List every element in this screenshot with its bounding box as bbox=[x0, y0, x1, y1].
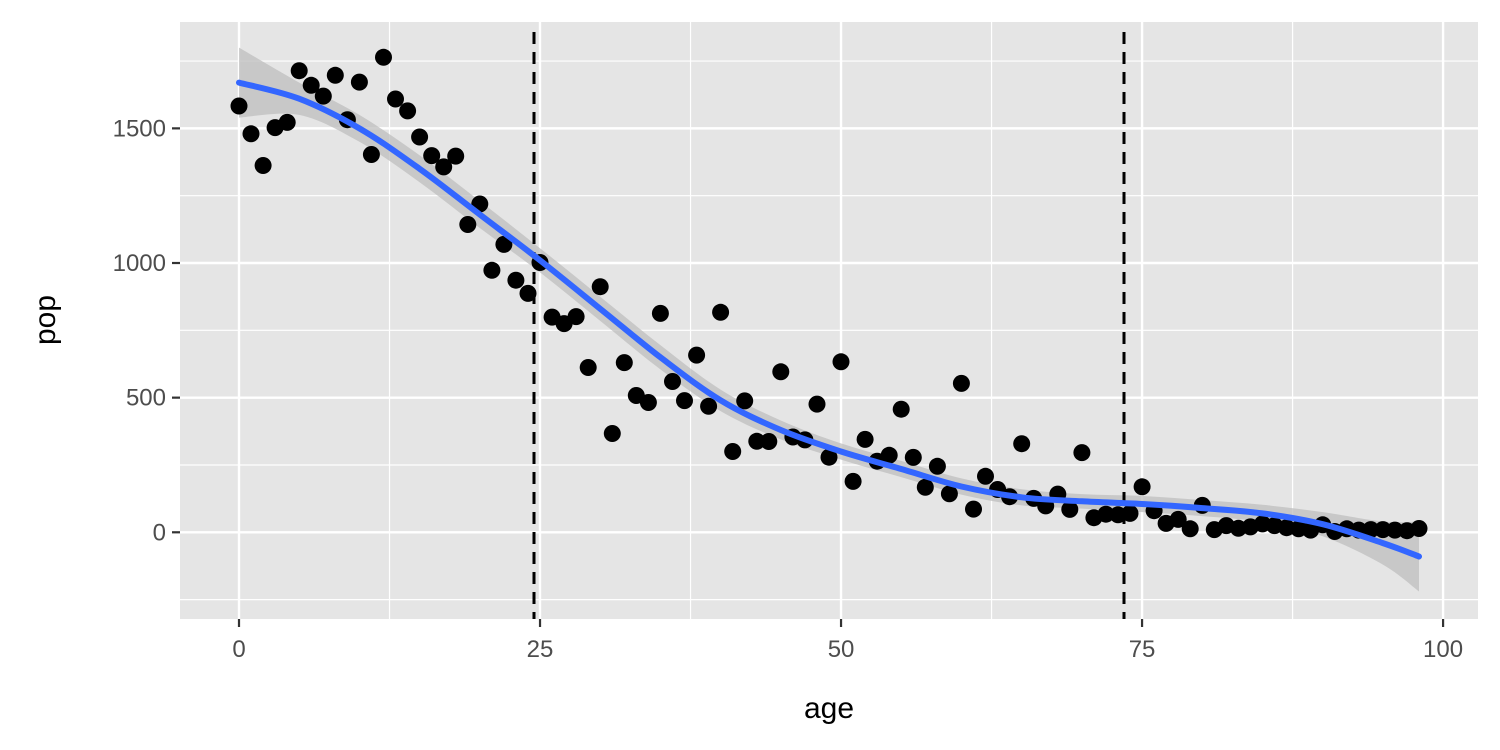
data-point bbox=[688, 346, 706, 364]
y-tick-label: 500 bbox=[126, 385, 166, 412]
data-point bbox=[1061, 500, 1079, 518]
data-point bbox=[651, 304, 669, 322]
data-point bbox=[856, 430, 874, 448]
data-point bbox=[242, 125, 260, 143]
data-point bbox=[724, 443, 742, 460]
data-point bbox=[736, 392, 754, 410]
smooth-fit-line bbox=[236, 79, 1422, 560]
data-point bbox=[880, 446, 898, 464]
data-point bbox=[254, 157, 272, 174]
data-point bbox=[579, 359, 597, 376]
y-tick-label: 1500 bbox=[113, 115, 166, 142]
data-point bbox=[772, 363, 790, 381]
x-tick-label: 25 bbox=[527, 636, 554, 663]
data-point bbox=[411, 128, 429, 146]
data-point bbox=[748, 432, 766, 450]
smooth-line-layer bbox=[236, 79, 1422, 560]
x-axis-title: age bbox=[804, 692, 854, 725]
data-point bbox=[1374, 521, 1392, 539]
data-point bbox=[483, 261, 501, 279]
data-point bbox=[952, 374, 970, 392]
data-point bbox=[362, 146, 380, 163]
data-point bbox=[1181, 520, 1199, 538]
data-point bbox=[387, 90, 404, 108]
data-point bbox=[615, 354, 633, 372]
data-point bbox=[591, 278, 609, 296]
data-point bbox=[639, 394, 657, 411]
data-point bbox=[1013, 435, 1031, 453]
data-point bbox=[567, 308, 585, 326]
data-point bbox=[435, 158, 453, 176]
data-point bbox=[892, 400, 910, 418]
data-point bbox=[230, 97, 248, 115]
data-point bbox=[965, 500, 982, 518]
data-point bbox=[676, 392, 693, 410]
data-point bbox=[1097, 505, 1115, 523]
y-tick-label: 0 bbox=[153, 519, 166, 546]
data-point bbox=[844, 472, 862, 490]
data-point bbox=[603, 425, 621, 442]
data-point bbox=[1169, 510, 1187, 528]
data-point bbox=[326, 66, 344, 84]
data-point bbox=[399, 102, 417, 120]
data-point bbox=[664, 373, 681, 390]
data-point bbox=[977, 467, 994, 485]
axis-ticks bbox=[172, 127, 1445, 627]
data-point bbox=[808, 395, 826, 413]
x-tick-label: 75 bbox=[1129, 636, 1156, 663]
data-point bbox=[459, 216, 477, 233]
data-point bbox=[700, 397, 718, 415]
data-point bbox=[350, 73, 368, 91]
data-point bbox=[712, 303, 730, 321]
data-point bbox=[904, 448, 922, 466]
data-point bbox=[928, 457, 946, 475]
data-point bbox=[820, 448, 838, 466]
data-point bbox=[832, 353, 850, 371]
data-point bbox=[519, 284, 537, 302]
x-tick-label: 50 bbox=[828, 636, 855, 663]
data-point bbox=[495, 235, 513, 253]
y-tick-label: 1000 bbox=[113, 250, 166, 277]
data-point bbox=[1073, 444, 1091, 462]
data-point bbox=[375, 48, 392, 66]
data-point bbox=[290, 62, 308, 80]
data-point bbox=[447, 147, 465, 165]
y-axis-title: pop bbox=[29, 295, 62, 345]
x-tick-label: 0 bbox=[232, 636, 245, 663]
data-point bbox=[1133, 478, 1151, 496]
data-point bbox=[940, 485, 958, 503]
data-point bbox=[302, 76, 320, 94]
data-point bbox=[1121, 504, 1139, 522]
data-point bbox=[1410, 520, 1428, 537]
data-point bbox=[1362, 521, 1380, 539]
data-point bbox=[278, 113, 296, 131]
data-point bbox=[1386, 521, 1404, 539]
data-point bbox=[760, 433, 778, 450]
x-tick-label: 100 bbox=[1423, 636, 1463, 663]
data-point bbox=[423, 147, 441, 165]
major-gridlines bbox=[180, 22, 1478, 619]
data-point bbox=[314, 87, 332, 105]
data-point bbox=[507, 271, 525, 289]
reference-lines-layer bbox=[532, 32, 1126, 619]
data-point bbox=[916, 478, 934, 496]
